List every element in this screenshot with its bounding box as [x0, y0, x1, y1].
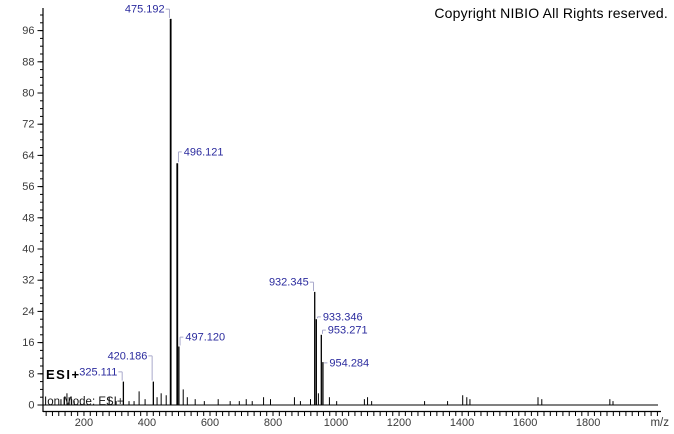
- y-tick-label: 8: [28, 368, 34, 380]
- y-tick-label: 64: [22, 150, 34, 162]
- x-axis-unit-label: m/z: [650, 417, 669, 429]
- y-tick-label: 24: [22, 306, 34, 318]
- peak-label: 954.284: [329, 357, 369, 369]
- y-tick-label: 0: [28, 400, 34, 412]
- peak-label: 325.111: [79, 366, 117, 378]
- y-tick-label: 56: [22, 181, 34, 193]
- y-tick-label: 40: [22, 244, 34, 256]
- y-tick-label: 80: [22, 88, 34, 100]
- peak-label: 475.192: [125, 4, 165, 16]
- x-tick-label: 1000: [324, 417, 348, 429]
- y-tick-label: 88: [22, 56, 34, 68]
- y-tick-label: 16: [22, 337, 34, 349]
- ion-mode-label: Ion Mode: ESI+: [44, 396, 124, 408]
- y-tick-label: 32: [22, 275, 34, 287]
- x-tick-label: 800: [264, 417, 282, 429]
- x-tick-label: 1400: [450, 417, 474, 429]
- x-tick-label: 400: [138, 417, 156, 429]
- peak-label: 496.121: [184, 146, 224, 158]
- esi-mode-label: ESI+: [46, 367, 81, 382]
- x-tick-label: 1800: [576, 417, 600, 429]
- peak-label: 932.345: [269, 277, 309, 289]
- y-tick-label: 48: [22, 212, 34, 224]
- x-tick-label: 200: [75, 417, 93, 429]
- x-tick-label: 1600: [513, 417, 537, 429]
- y-tick-label: 96: [22, 25, 34, 37]
- peak-label: 420.186: [108, 350, 148, 362]
- peak-label: 953.271: [328, 325, 368, 337]
- copyright-text: Copyright NIBIO All Rights reserved.: [434, 5, 668, 21]
- y-tick-label: 72: [22, 119, 34, 131]
- peak-label: 933.346: [323, 311, 363, 323]
- peak-label: 497.120: [185, 332, 225, 344]
- x-tick-label: 600: [201, 417, 219, 429]
- x-tick-label: 1200: [387, 417, 411, 429]
